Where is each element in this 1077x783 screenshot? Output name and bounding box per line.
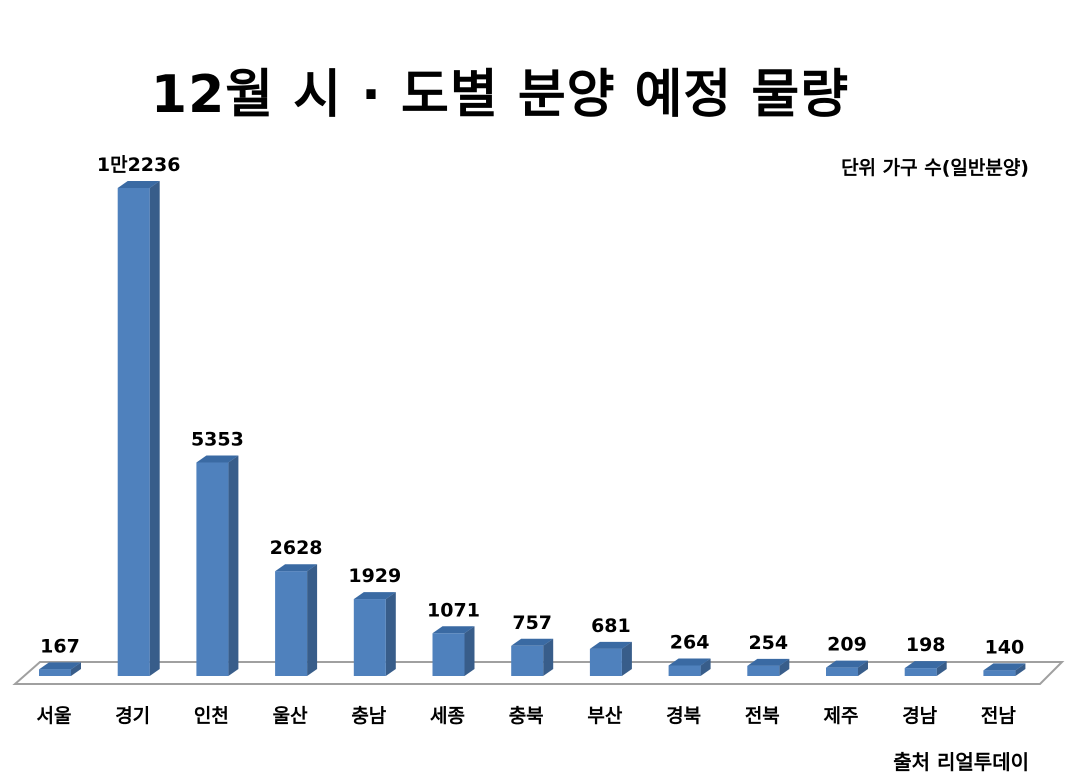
bar-side bbox=[1015, 663, 1026, 676]
bar-side bbox=[149, 181, 160, 676]
category-label: 경북 bbox=[666, 705, 701, 727]
data-label: 757 bbox=[512, 612, 552, 634]
bar-side bbox=[621, 641, 632, 676]
bar bbox=[511, 645, 544, 676]
bar bbox=[275, 571, 308, 676]
bar-top bbox=[39, 662, 81, 670]
category-label: 전남 bbox=[981, 705, 1016, 727]
bar-side bbox=[858, 660, 868, 676]
bar bbox=[432, 633, 465, 676]
bar-side bbox=[385, 592, 396, 676]
data-label: 254 bbox=[748, 632, 788, 654]
bar-top bbox=[432, 626, 475, 634]
bar-side bbox=[936, 661, 947, 676]
bar-top bbox=[275, 564, 318, 572]
bar bbox=[117, 188, 150, 676]
bar-top bbox=[511, 638, 554, 646]
category-label: 세종 bbox=[430, 705, 465, 727]
category-label: 제주 bbox=[824, 705, 859, 727]
category-label: 울산 bbox=[273, 705, 308, 727]
bar-side bbox=[228, 455, 239, 676]
bar-side bbox=[700, 658, 711, 676]
data-label: 1만2236 bbox=[97, 154, 181, 176]
data-label: 1071 bbox=[427, 599, 480, 621]
bar-top bbox=[983, 663, 1026, 671]
category-label: 경기 bbox=[115, 705, 150, 727]
data-label: 167 bbox=[40, 635, 80, 657]
data-label: 681 bbox=[591, 615, 631, 637]
chart-title: 12월 시 · 도별 분양 예정 물량 bbox=[150, 65, 850, 125]
data-label: 264 bbox=[670, 631, 710, 653]
category-label: 충북 bbox=[509, 705, 544, 727]
bar bbox=[983, 670, 1016, 676]
data-label: 198 bbox=[906, 634, 946, 656]
data-label: 1929 bbox=[348, 565, 401, 587]
bar-side bbox=[71, 662, 81, 676]
category-label: 충남 bbox=[351, 705, 386, 727]
bar-side bbox=[779, 658, 790, 676]
bar-top bbox=[904, 661, 947, 669]
category-label: 인천 bbox=[194, 705, 229, 727]
bar-top bbox=[353, 592, 396, 600]
category-label: 경남 bbox=[902, 705, 937, 727]
bar-top bbox=[668, 658, 711, 666]
bar bbox=[668, 665, 701, 676]
bar bbox=[39, 669, 71, 676]
bar-side bbox=[464, 626, 475, 676]
bar-side bbox=[543, 638, 554, 676]
data-label: 2628 bbox=[270, 537, 323, 559]
bar bbox=[747, 665, 780, 676]
bar-top bbox=[117, 181, 160, 188]
data-label: 5353 bbox=[191, 429, 244, 451]
bar-top bbox=[826, 660, 868, 668]
bar bbox=[196, 462, 229, 676]
bar bbox=[904, 668, 937, 676]
unit-note: 단위 가구 수(일반분양) bbox=[841, 157, 1029, 179]
bar bbox=[589, 648, 622, 676]
category-label: 부산 bbox=[587, 705, 622, 727]
bar-side bbox=[307, 564, 318, 676]
bar-top bbox=[196, 455, 239, 463]
bar-top bbox=[589, 641, 632, 649]
bar-top bbox=[747, 658, 790, 666]
category-label: 서울 bbox=[37, 705, 72, 727]
data-label: 209 bbox=[827, 634, 867, 656]
source-note: 출처 리얼투데이 bbox=[893, 750, 1029, 774]
data-label: 140 bbox=[985, 636, 1025, 658]
category-label: 전북 bbox=[745, 705, 780, 727]
bar bbox=[826, 667, 858, 676]
bar bbox=[353, 599, 386, 676]
